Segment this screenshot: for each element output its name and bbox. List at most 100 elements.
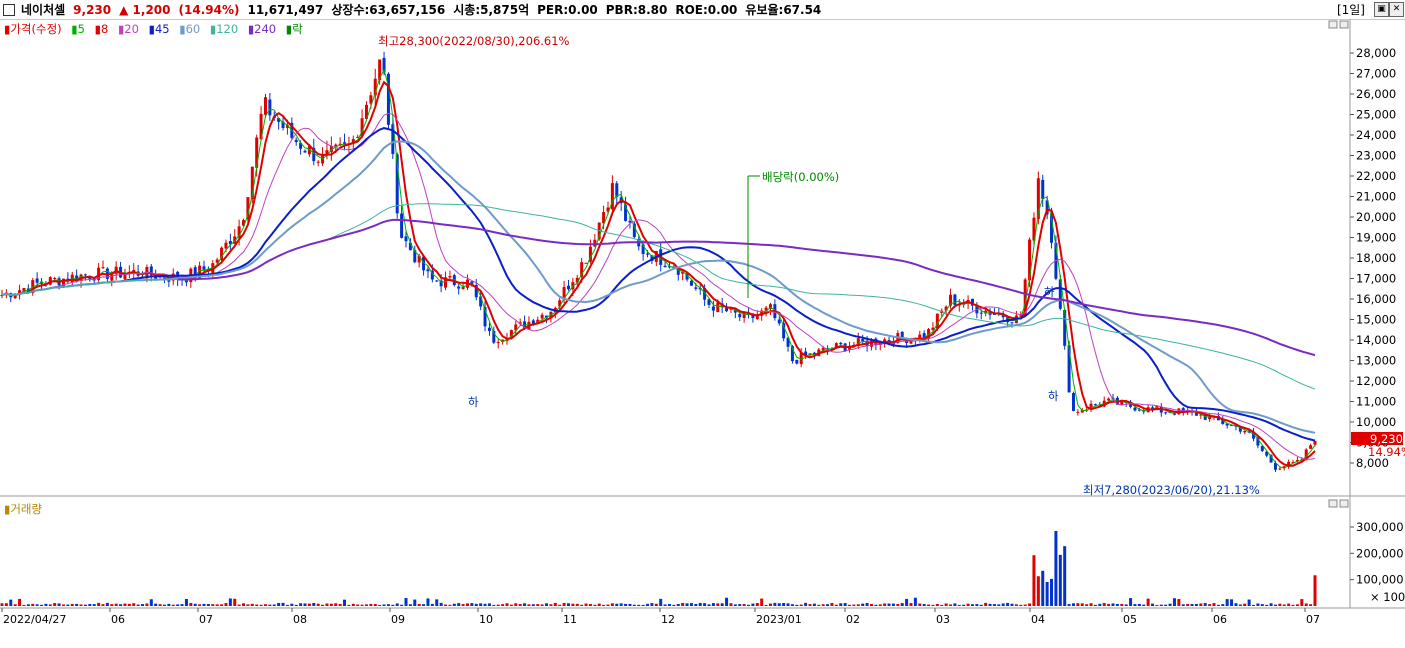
candle-body: [1252, 431, 1256, 439]
volume-bar: [689, 603, 693, 606]
volume-bar: [650, 603, 654, 606]
volume-bar: [826, 604, 830, 606]
volume-bar: [768, 603, 772, 606]
volume-bar: [294, 604, 298, 606]
volume-legend[interactable]: ▮거래량: [4, 502, 43, 516]
candle-body: [804, 351, 808, 356]
candle-body: [224, 242, 228, 249]
ma45-line: [1, 127, 1316, 442]
legend-price[interactable]: ▮가격(수정): [4, 22, 62, 36]
volume-bar: [1269, 603, 1273, 606]
legend-ma8[interactable]: ▮8: [94, 22, 109, 36]
candle-body: [1273, 462, 1277, 470]
maximize-button[interactable]: ▣: [1374, 2, 1389, 17]
panel-minimize-icon[interactable]: [1328, 20, 1338, 29]
price-tick-label: 21,000: [1356, 190, 1396, 204]
volume-bar: [909, 603, 913, 606]
volume-bar: [167, 603, 171, 606]
candle-body: [417, 255, 421, 263]
candle-body: [531, 320, 535, 325]
volume-bar: [729, 603, 733, 606]
volume-bar: [501, 604, 505, 606]
candle-body: [439, 280, 443, 287]
ma60-line: [1, 140, 1316, 434]
candle-body: [624, 204, 628, 221]
select-checkbox[interactable]: [3, 3, 15, 16]
volume-bar: [588, 603, 592, 606]
volume-bar: [360, 604, 364, 606]
volume-bar: [1151, 603, 1155, 606]
volume-bar: [540, 604, 544, 606]
dividend-annotation: 배당락(0.00%): [762, 170, 839, 184]
volume-bar: [1102, 603, 1106, 606]
volume-bar: [1041, 570, 1045, 606]
volume-bar: [53, 603, 57, 606]
volume-bar: [949, 604, 953, 606]
candle-body: [1221, 419, 1225, 425]
candle-body: [694, 287, 698, 289]
candle-body: [351, 139, 355, 144]
candle-body: [922, 333, 926, 340]
candle-body: [1120, 400, 1124, 405]
panel-close-icon[interactable]: [1339, 20, 1349, 29]
candle-body: [1238, 427, 1242, 432]
candle-body: [386, 73, 390, 125]
volume-bar: [426, 598, 430, 606]
candle-body: [1194, 411, 1198, 416]
listed-shares: 상장수:63,657,156: [331, 3, 446, 17]
volume-bar: [1181, 604, 1185, 606]
ma20-line: [1, 112, 1316, 460]
volume-bar: [593, 604, 597, 606]
volume-bar: [527, 604, 531, 606]
legend-ma20[interactable]: ▮20: [117, 22, 139, 36]
candle-body: [299, 142, 303, 149]
candle-body: [992, 313, 996, 315]
candle-body: [430, 270, 434, 280]
volume-bar: [698, 602, 702, 606]
volume-bar: [878, 604, 882, 606]
legend-ma45[interactable]: ▮45: [148, 22, 170, 36]
legend-ex-dividend[interactable]: ▮락: [285, 22, 303, 36]
candle-body: [1071, 393, 1075, 411]
volume-bar: [676, 604, 680, 606]
date-tick-label: 04: [1031, 613, 1045, 626]
volume-bar: [57, 603, 61, 606]
volume-panel-minimize-icon[interactable]: [1328, 499, 1338, 508]
legend-ma60[interactable]: ▮60: [179, 22, 201, 36]
candle-body: [255, 137, 259, 168]
volume-bar: [1006, 602, 1010, 606]
period-selector[interactable]: [1일]: [1336, 3, 1365, 17]
volume-bar: [514, 603, 518, 606]
volume-bar: [1309, 604, 1313, 606]
volume-bar: [1071, 603, 1075, 606]
date-tick-label: 02: [846, 613, 860, 626]
volume-bar: [13, 604, 17, 606]
candle-body: [457, 286, 461, 289]
volume-bar: [492, 604, 496, 606]
price-tick-label: 24,000: [1356, 128, 1396, 142]
volume-bar: [1172, 598, 1176, 606]
candle-body: [812, 352, 816, 355]
volume-bar: [176, 604, 180, 606]
date-tick-label: 10: [479, 613, 493, 626]
legend-ma240[interactable]: ▮240: [247, 22, 277, 36]
volume-bar: [896, 604, 900, 606]
candle-body: [110, 274, 114, 281]
reserve-ratio: 유보율:67.54: [745, 3, 822, 17]
candle-body: [202, 266, 206, 270]
candle-body: [1225, 423, 1229, 426]
candle-body: [325, 150, 329, 155]
candle-body: [250, 166, 254, 200]
volume-bar: [1256, 603, 1260, 606]
close-button[interactable]: ✕: [1389, 2, 1404, 17]
volume-bar: [1080, 603, 1084, 606]
volume-bar: [646, 603, 650, 606]
volume-bar: [92, 604, 96, 606]
candle-body: [259, 113, 263, 140]
volume-bar: [751, 603, 755, 606]
candle-body: [408, 242, 412, 251]
legend-ma120[interactable]: ▮120: [209, 22, 239, 36]
volume-panel-close-icon[interactable]: [1339, 499, 1349, 508]
legend-ma5[interactable]: ▮5: [71, 22, 85, 36]
